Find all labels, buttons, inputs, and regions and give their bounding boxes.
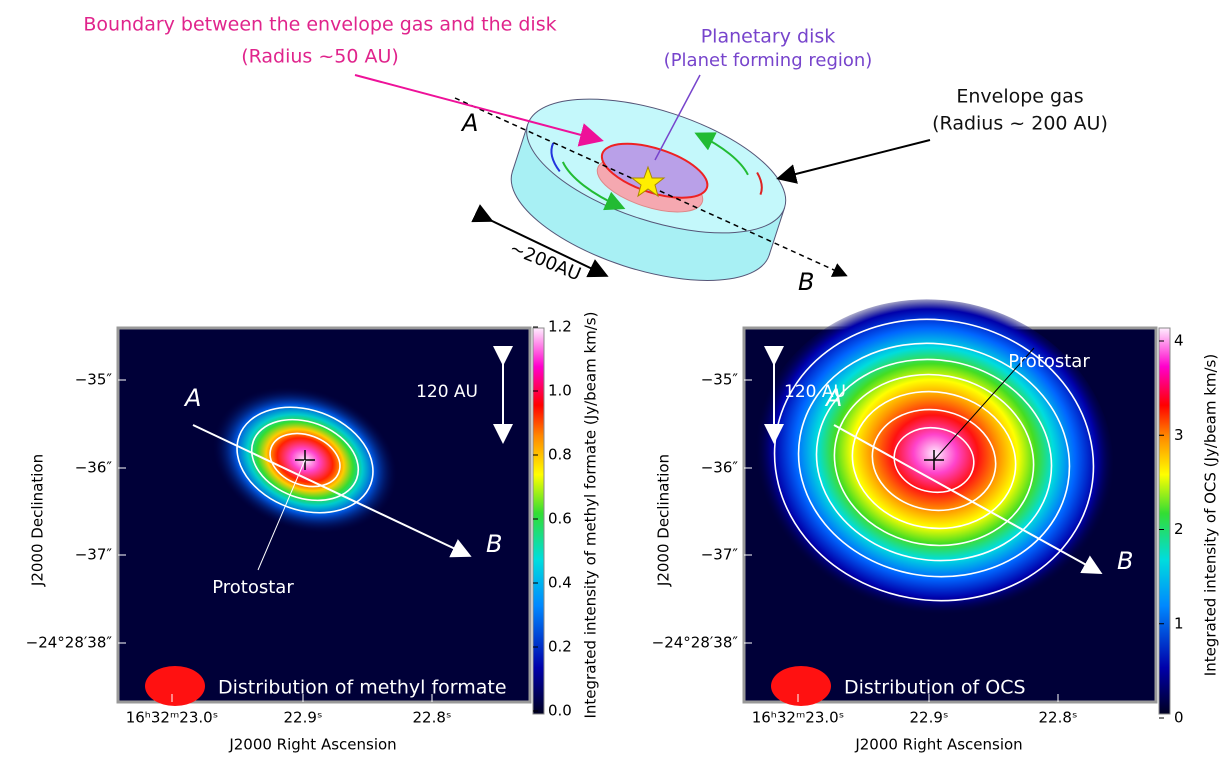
colorbar-tick-label: 4 [1174, 332, 1184, 350]
envelope-radius: (Radius ~ 200 AU) [932, 113, 1108, 135]
colorbar-tick-label: 1.0 [548, 382, 572, 400]
colorbar-tick-label: 0 [1174, 709, 1184, 727]
contour [269, 432, 341, 488]
contour [797, 342, 1071, 578]
protostar-label: Protostar [1008, 351, 1090, 372]
x-axis-label: J2000 Right Ascension [228, 736, 396, 754]
disk-sub: (Planet forming region) [664, 50, 873, 71]
y-tick-label: −35″ [701, 371, 739, 389]
size-label: ~200AU [507, 238, 584, 286]
x-axis-label: J2000 Right Ascension [854, 736, 1022, 754]
axis-b: B [798, 268, 814, 296]
protostar-pointer [257, 459, 306, 571]
colorbar-tick-label: 0.6 [548, 510, 572, 528]
point-a: A [824, 384, 842, 412]
y-tick-label: −37″ [75, 546, 113, 564]
disk-diagram [354, 74, 931, 281]
colorbar-label: Integrated intensity of OCS (Jy/beam km/… [1202, 354, 1220, 676]
boundary-label: Boundary between the envelope gas and th… [83, 14, 556, 36]
contour [815, 358, 1053, 562]
caption: Distribution of methyl formate [218, 677, 507, 699]
colorbar-tick-label: 0.0 [548, 702, 572, 720]
contour [833, 373, 1035, 547]
colorbar-tick-label: 0.8 [548, 446, 572, 464]
beam [145, 666, 205, 706]
colorbar-tick-label: 2 [1174, 520, 1184, 538]
y-tick-label: −24°28′38″ [26, 634, 113, 652]
contour [236, 406, 374, 514]
y-tick-label: −24°28′38″ [652, 634, 739, 652]
colorbar-tick-label: 3 [1174, 426, 1184, 444]
scale-label: 120 AU [784, 382, 846, 402]
colorbar [1158, 327, 1171, 715]
colorbar [532, 327, 545, 715]
x-tick-label: 16ʰ32ᵐ23.0ˢ [752, 709, 845, 727]
boundary-radius: (Radius ~50 AU) [241, 46, 399, 68]
colorbar-tick-label: 0.4 [548, 574, 572, 592]
colorbar-tick-label: 0.2 [548, 638, 572, 656]
y-tick-label: −36″ [701, 459, 739, 477]
caption: Distribution of OCS [844, 677, 1026, 699]
x-tick-label: 22.9ˢ [910, 709, 949, 727]
cut-line [833, 424, 1103, 574]
protostar-pointer [933, 347, 1035, 461]
point-b: B [486, 530, 502, 558]
x-tick-label: 16ʰ32ᵐ23.0ˢ [126, 709, 219, 727]
colorbar-label: Integrated intensity of methyl formate (… [582, 312, 600, 719]
contour [851, 390, 1017, 530]
contour [893, 426, 975, 494]
envelope-label: Envelope gas [956, 86, 1083, 108]
point-a: A [183, 384, 201, 412]
cut-line [192, 424, 472, 558]
y-axis-label: J2000 Declination [655, 454, 673, 587]
beam [771, 666, 831, 706]
colorbar-tick-label: 1.2 [548, 318, 572, 336]
x-tick-label: 22.8ˢ [413, 709, 452, 727]
y-axis-label: J2000 Declination [29, 454, 47, 587]
x-tick-label: 22.8ˢ [1039, 709, 1078, 727]
point-b: B [1117, 547, 1133, 575]
disk-label: Planetary disk [701, 26, 836, 48]
y-tick-label: −37″ [701, 546, 739, 564]
contour [871, 408, 997, 512]
y-tick-label: −35″ [75, 371, 113, 389]
contour [250, 418, 360, 502]
colorbar-tick-label: 1 [1174, 614, 1184, 632]
y-tick-label: −36″ [75, 459, 113, 477]
x-tick-label: 22.9ˢ [284, 709, 323, 727]
protostar-label: Protostar [212, 577, 294, 598]
scale-label: 120 AU [416, 382, 478, 402]
axis-a: A [460, 109, 478, 137]
